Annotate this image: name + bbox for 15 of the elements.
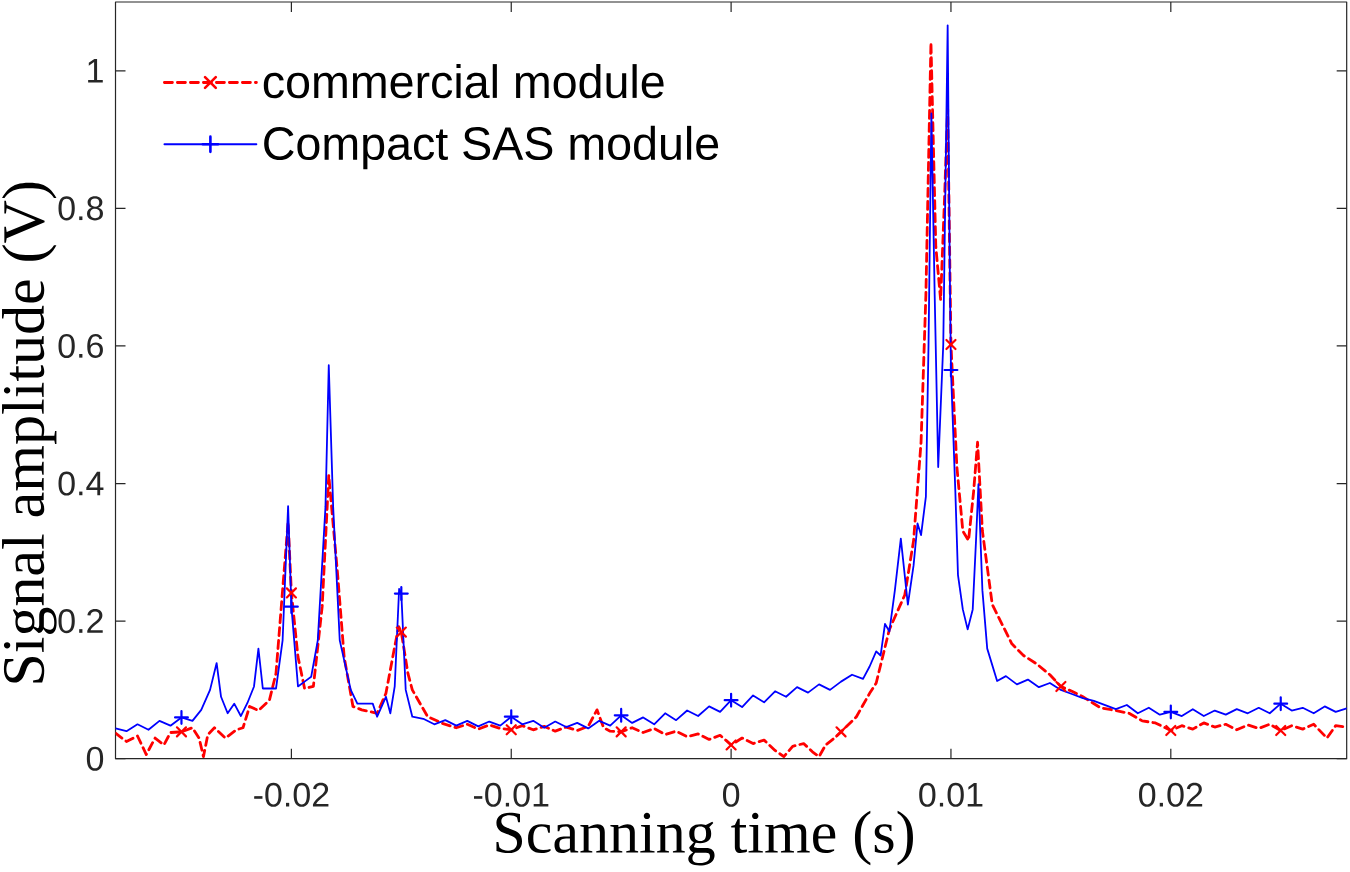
y-axis-title: Signal amplitude (V) <box>2 182 57 683</box>
x-tick-label: -0.01 <box>474 782 549 807</box>
legend-label: commercial module <box>263 64 664 99</box>
legend-label: Compact SAS module <box>264 125 719 170</box>
x-axis-title: Scanning time (s) <box>496 810 913 866</box>
y-tick-label: 0.2 <box>58 609 103 634</box>
y-tick-label: 0 <box>86 746 104 771</box>
x-tick-label: 0.02 <box>1139 782 1203 807</box>
y-tick-label: 1 <box>88 59 103 83</box>
y-tick-label: 0.6 <box>58 333 103 358</box>
x-tick-label: 0 <box>722 782 740 807</box>
y-tick-label: 0.8 <box>58 196 103 221</box>
y-tick-label: 0.4 <box>58 471 104 496</box>
x-tick-label: 0.01 <box>919 782 983 807</box>
x-tick-label: -0.02 <box>254 782 329 807</box>
